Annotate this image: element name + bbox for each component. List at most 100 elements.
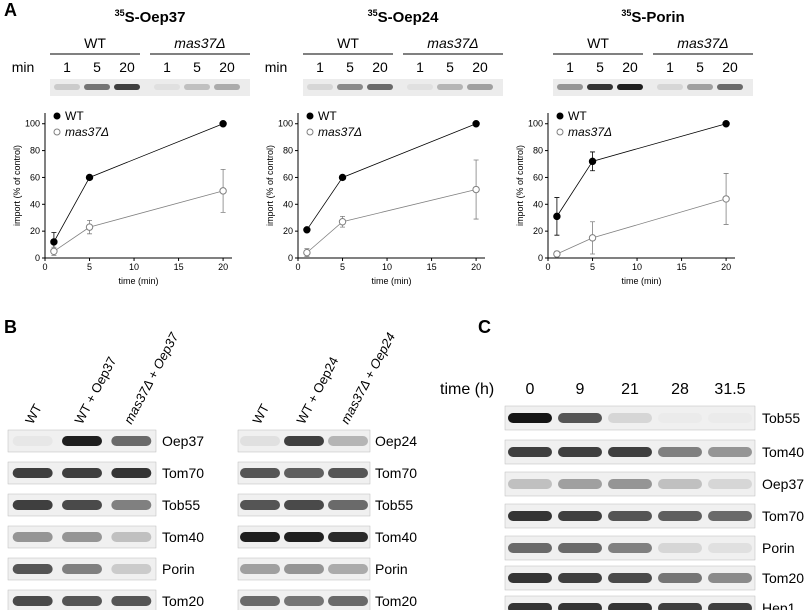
data-point (472, 185, 480, 194)
band (337, 84, 363, 90)
series-line (556, 198, 727, 255)
band (111, 468, 152, 478)
band (62, 564, 102, 574)
row-label: Tom20 (162, 593, 204, 609)
y-tick-label: 80 (283, 146, 293, 156)
data-point (85, 223, 94, 231)
band (62, 596, 102, 606)
band (658, 603, 702, 610)
data-point (219, 120, 227, 128)
legend-label: mas37Δ (318, 125, 362, 139)
legend-label: WT (318, 109, 337, 123)
band (558, 447, 602, 457)
lane-label: 5 (193, 59, 201, 75)
band (284, 532, 324, 542)
band (687, 84, 713, 90)
band (62, 500, 102, 510)
panel-label: A (4, 0, 17, 20)
data-point (50, 247, 58, 255)
row-label: Oep37 (762, 476, 804, 492)
lane-label: WT + Oep37 (71, 354, 119, 426)
row-label: Porin (375, 561, 408, 577)
band (708, 603, 752, 610)
band (658, 543, 702, 553)
row-label: Tob55 (162, 497, 200, 513)
band (437, 84, 463, 90)
band (367, 84, 393, 90)
x-tick-label: 15 (677, 262, 687, 272)
band (708, 479, 752, 489)
band (328, 564, 368, 574)
y-axis-label: import (% of control) (12, 145, 22, 226)
lane-label: 5 (596, 59, 604, 75)
band (328, 596, 368, 606)
band (12, 436, 53, 446)
panel-label: C (478, 317, 491, 337)
band (240, 596, 280, 606)
legend-marker (53, 112, 61, 120)
data-point (722, 120, 730, 128)
title-superscript: 35 (368, 8, 378, 18)
y-tick-label: 60 (283, 172, 293, 182)
legend-marker (556, 128, 564, 136)
y-tick-label: 20 (30, 226, 40, 236)
x-tick-label: 0 (42, 262, 47, 272)
band (12, 468, 53, 478)
data-point (338, 173, 347, 182)
band (658, 573, 702, 583)
chart-title: 35S-Oep24 (368, 8, 440, 26)
row-label: Tob55 (762, 410, 800, 426)
band (184, 84, 210, 90)
lane-label: mas37Δ + Oep24 (337, 330, 398, 426)
band (84, 84, 110, 90)
band (708, 447, 752, 457)
band (508, 447, 552, 457)
lane-label: 21 (621, 381, 639, 398)
y-axis-label: import (% of control) (515, 145, 525, 226)
group-label: WT (84, 35, 106, 51)
legend-label: WT (65, 109, 84, 123)
y-tick-label: 40 (30, 199, 40, 209)
row-label: Hep1 (762, 600, 796, 610)
group-label: WT (587, 35, 609, 51)
band (284, 500, 324, 510)
x-axis-label: time (min) (372, 276, 412, 286)
data-point (338, 218, 347, 226)
lane-label: 28 (671, 381, 689, 398)
blot-strip (50, 79, 250, 96)
y-tick-label: 60 (533, 172, 543, 182)
x-tick-label: 10 (632, 262, 642, 272)
band (240, 532, 280, 542)
band (508, 543, 552, 553)
band (617, 84, 643, 90)
series-line (306, 189, 477, 253)
group-label: mas37Δ (174, 35, 225, 51)
band (284, 564, 324, 574)
row-label: Oep24 (375, 433, 417, 449)
blot-strip (303, 79, 503, 96)
y-tick-label: 0 (288, 253, 293, 263)
legend-label: WT (568, 109, 587, 123)
band (557, 84, 583, 90)
y-tick-label: 100 (25, 119, 40, 129)
y-tick-label: 40 (283, 199, 293, 209)
band (558, 573, 602, 583)
lane-axis-label: min (12, 59, 35, 75)
band (62, 468, 102, 478)
group-label: WT (337, 35, 359, 51)
data-point (303, 248, 311, 257)
band (240, 500, 280, 510)
row-label: Tom70 (762, 508, 804, 524)
title-superscript: 35 (115, 8, 125, 18)
band (62, 436, 102, 446)
y-tick-label: 100 (528, 119, 543, 129)
lane-axis-label: min (265, 59, 288, 75)
band (508, 479, 552, 489)
row-label: Tom20 (762, 570, 804, 586)
band (328, 532, 368, 542)
panel-label: B (4, 317, 17, 337)
lane-label: 20 (219, 59, 235, 75)
x-tick-label: 10 (382, 262, 392, 272)
band (12, 500, 53, 510)
